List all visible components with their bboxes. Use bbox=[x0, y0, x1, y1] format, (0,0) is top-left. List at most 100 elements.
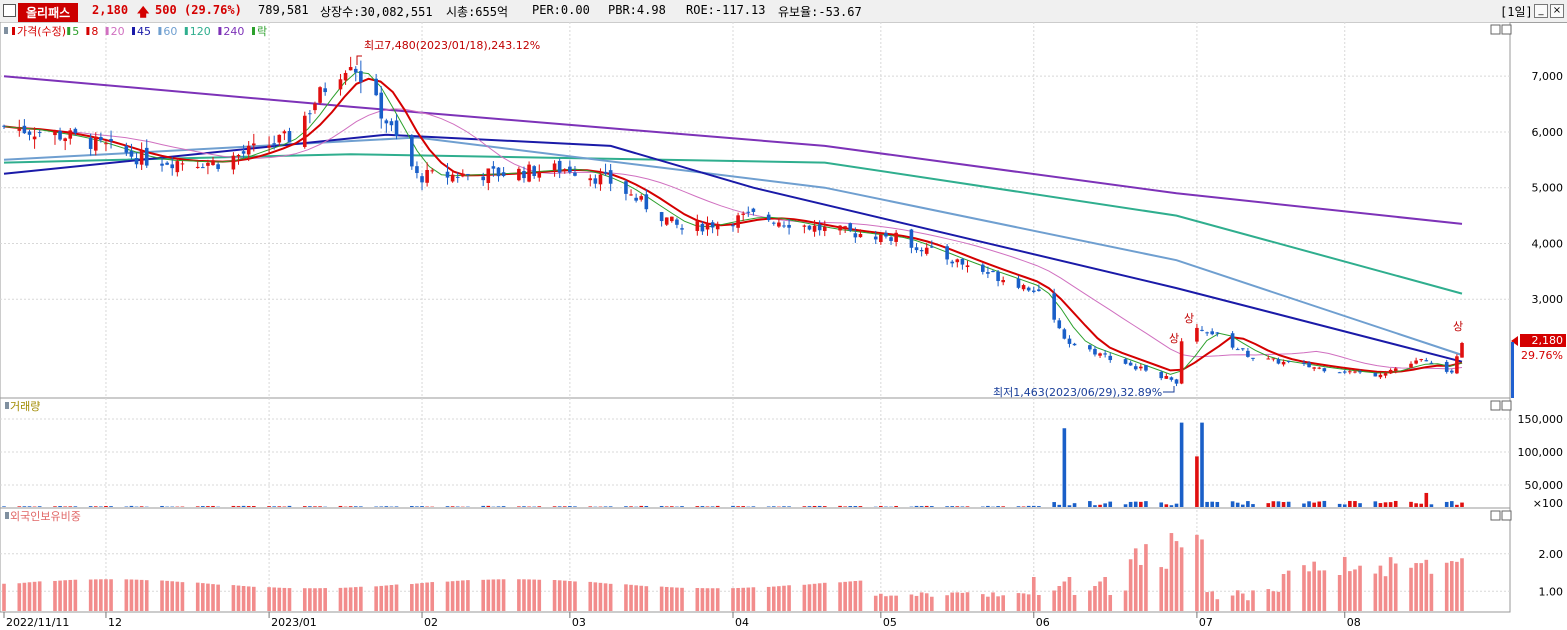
candle-body bbox=[522, 171, 526, 179]
volume-panel-title: 거래량 bbox=[10, 400, 40, 413]
volume-bar bbox=[1378, 503, 1383, 507]
volume-bar bbox=[919, 506, 924, 507]
foreign-bar bbox=[180, 582, 185, 611]
candle-body bbox=[557, 160, 562, 173]
volume-bar bbox=[251, 506, 256, 507]
foreign-bar bbox=[430, 582, 435, 611]
foreign-bar bbox=[731, 588, 735, 611]
foreign-bar bbox=[588, 581, 593, 611]
foreign-bar bbox=[1057, 586, 1062, 611]
candle-body bbox=[736, 215, 740, 228]
candle-body bbox=[241, 151, 246, 154]
minimize-icon[interactable]: _ bbox=[1534, 4, 1548, 18]
foreign-bar bbox=[1419, 563, 1424, 611]
volume-bar bbox=[1271, 501, 1276, 507]
foreign-bar bbox=[945, 595, 949, 611]
panel-buttons[interactable] bbox=[1490, 24, 1512, 521]
foreign-bar bbox=[1429, 573, 1434, 611]
volume-bar bbox=[318, 506, 322, 507]
volume-bar bbox=[1342, 504, 1347, 507]
candle-body bbox=[1179, 341, 1184, 384]
ma-line-240 bbox=[3, 75, 1463, 225]
volume-tick-label: 150,000 bbox=[1518, 413, 1564, 426]
foreign-bar bbox=[420, 583, 424, 611]
low-annotation-text: 최저1,463(2023/06/29),32.89% bbox=[993, 386, 1162, 399]
foreign-bar bbox=[634, 585, 638, 611]
candle-body bbox=[853, 233, 858, 238]
stock-name[interactable]: 올리패스 bbox=[18, 3, 79, 22]
candle-body bbox=[517, 168, 521, 181]
foreign-bar bbox=[527, 579, 531, 611]
foreign-bar bbox=[53, 580, 57, 611]
volume-bar bbox=[1067, 505, 1072, 507]
foreign-bar bbox=[1348, 571, 1352, 611]
foreign-bar bbox=[425, 582, 429, 611]
volume-bar bbox=[1057, 504, 1062, 507]
candle-body bbox=[1230, 333, 1235, 348]
foreign-bar bbox=[1424, 559, 1429, 611]
candle-body bbox=[1016, 278, 1021, 288]
candle-body bbox=[1348, 371, 1352, 373]
close-icon[interactable]: × bbox=[1550, 4, 1564, 18]
foreign-tick-label: 1.00 bbox=[1539, 585, 1564, 598]
legend-swatch bbox=[105, 27, 109, 35]
period-selector[interactable]: [1일] bbox=[1500, 5, 1533, 19]
foreign-bar bbox=[924, 593, 929, 611]
candle-body bbox=[99, 137, 103, 141]
candle-body bbox=[777, 222, 781, 227]
candle-body bbox=[1037, 289, 1041, 292]
volume-bar bbox=[986, 505, 990, 507]
volume-bar bbox=[1317, 501, 1322, 507]
foreign-bar bbox=[139, 579, 144, 611]
candle-body bbox=[573, 172, 577, 176]
foreign-bar bbox=[1342, 556, 1347, 611]
foreign-bar bbox=[930, 596, 934, 611]
candle-body bbox=[950, 261, 955, 264]
x-tick-label: 2023/01 bbox=[271, 616, 317, 629]
candle-body bbox=[782, 225, 786, 227]
candle-body bbox=[634, 197, 638, 201]
volume-bar bbox=[1195, 456, 1199, 507]
volume-bar bbox=[782, 506, 786, 507]
foreign-bar bbox=[715, 588, 720, 611]
volume-panel[interactable] bbox=[0, 397, 1511, 509]
candle-body bbox=[374, 78, 378, 96]
volume-bar bbox=[267, 506, 271, 507]
candle-body bbox=[838, 225, 842, 231]
candle-body bbox=[996, 271, 1000, 282]
volume-bar bbox=[1210, 501, 1215, 507]
volume-bar bbox=[894, 505, 898, 507]
volume-bar bbox=[1174, 503, 1179, 507]
volume-bar bbox=[1251, 504, 1255, 507]
candle-body bbox=[751, 208, 756, 212]
volume-bar bbox=[843, 506, 847, 507]
low-annotation: 최저1,463(2023/06/29),32.89% bbox=[993, 386, 1175, 399]
legend-label: 락 bbox=[257, 25, 267, 38]
foreign-bar bbox=[1210, 591, 1215, 611]
foreign-bar bbox=[1052, 590, 1056, 611]
stock-chart[interactable]: 가격(수정) 5 8 20 45 60 120 240 락 거래량 외국인보유비중 최고7,48… bbox=[0, 22, 1567, 630]
candle-body bbox=[410, 135, 414, 167]
candle-body bbox=[302, 115, 307, 147]
candle-body bbox=[180, 163, 185, 165]
foreign-bar bbox=[1067, 577, 1072, 611]
foreign-bar bbox=[914, 595, 919, 611]
candle-body bbox=[501, 172, 506, 176]
volume-bar bbox=[1353, 501, 1357, 507]
foreign-bar bbox=[980, 594, 985, 611]
volume-bar bbox=[1276, 501, 1281, 507]
select-checkbox[interactable] bbox=[3, 4, 16, 17]
candle-body bbox=[603, 171, 608, 174]
x-tick-label: 05 bbox=[883, 616, 897, 629]
foreign-bar bbox=[1174, 541, 1179, 611]
volume-bar bbox=[308, 506, 312, 507]
volume-bar bbox=[996, 506, 1000, 507]
foreign-bar bbox=[211, 584, 215, 611]
candle-body bbox=[873, 236, 878, 240]
foreign-bar bbox=[384, 585, 389, 611]
volume-bar bbox=[1026, 505, 1031, 507]
volume-bar bbox=[853, 506, 858, 507]
volume-bar bbox=[1088, 501, 1092, 507]
volume-bar bbox=[573, 506, 577, 507]
volume-bar bbox=[1450, 501, 1454, 507]
